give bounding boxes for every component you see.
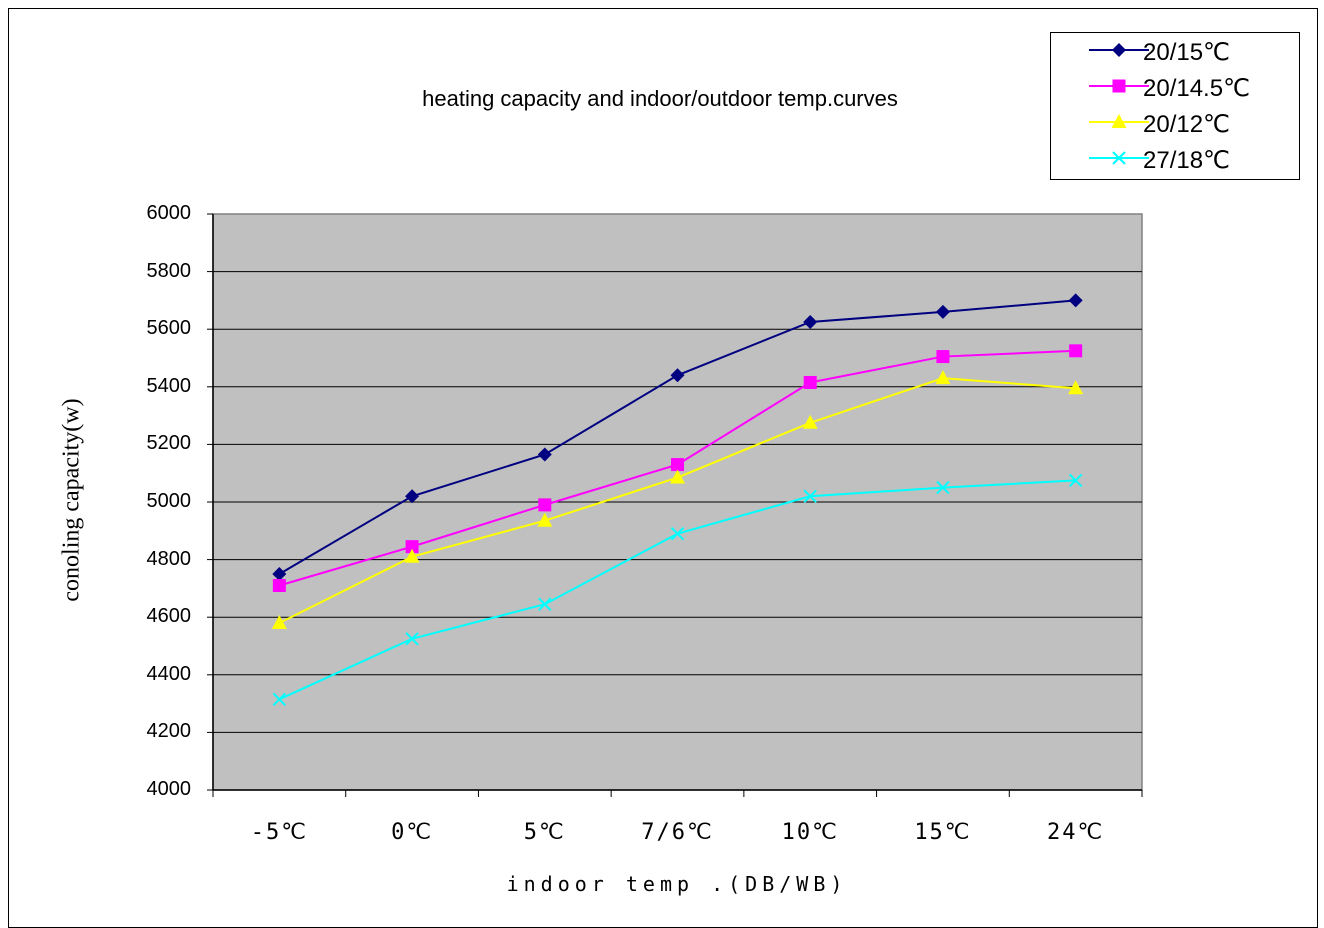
y-tick-label: 5800 xyxy=(146,259,192,282)
legend-item-20-15: 20/15℃ xyxy=(1051,35,1299,66)
x-marker-stroke xyxy=(1068,473,1083,488)
data-point xyxy=(803,315,818,329)
y-tick-label: 5000 xyxy=(146,490,192,512)
x-marker-stroke xyxy=(538,597,552,611)
data-point xyxy=(538,498,552,512)
data-point xyxy=(670,469,685,484)
x-tick-label: 10℃ xyxy=(781,820,839,845)
data-point xyxy=(935,304,950,319)
data-point xyxy=(404,548,420,563)
x-marker-stroke xyxy=(272,692,287,706)
legend: 20/15℃ 20/14.5℃ 20/12℃ 27/18℃ xyxy=(1050,32,1300,180)
y-tick-label: 5200 xyxy=(146,432,192,455)
y-tick-label: 4800 xyxy=(146,547,192,570)
data-point xyxy=(272,567,287,581)
x-tick-label: -5℃ xyxy=(250,820,308,845)
x-marker-stroke xyxy=(936,480,950,495)
data-point xyxy=(671,458,684,472)
legend-marker-triangle xyxy=(1089,114,1149,128)
legend-marker xyxy=(1112,43,1126,57)
legend-label: 20/12℃ xyxy=(1143,111,1231,138)
x-marker-stroke xyxy=(405,632,419,646)
data-point xyxy=(1068,380,1084,395)
data-point xyxy=(1068,473,1083,488)
legend-marker xyxy=(1112,79,1126,93)
data-point xyxy=(936,350,950,364)
legend-marker-diamond xyxy=(1089,43,1149,57)
data-point xyxy=(405,489,420,504)
y-tick-label: 4400 xyxy=(146,662,192,685)
legend-item-20-12: 20/12℃ xyxy=(1051,107,1299,138)
x-marker-stroke xyxy=(1112,151,1126,165)
data-point xyxy=(272,692,287,706)
y-tick-label: 4600 xyxy=(146,605,192,628)
x-tick-label: 0℃ xyxy=(391,820,434,845)
legend-marker xyxy=(1112,151,1126,165)
data-point xyxy=(936,480,950,495)
legend-item-20-14-5: 20/14.5℃ xyxy=(1051,71,1299,102)
data-point xyxy=(670,526,685,541)
legend-marker xyxy=(1111,114,1127,128)
data-point xyxy=(537,447,552,462)
legend-marker-square xyxy=(1089,79,1149,93)
chart-title: heating capacity and indoor/outdoor temp… xyxy=(422,86,898,111)
legend-marker-x xyxy=(1089,151,1149,165)
y-tick-label: 5400 xyxy=(146,374,192,397)
y-tick-label: 4000 xyxy=(146,778,192,800)
x-marker-stroke xyxy=(670,526,685,541)
x-axis-label: indoor temp .(DB/WB) xyxy=(506,872,848,896)
data-point xyxy=(405,632,419,646)
y-tick-label: 6000 xyxy=(146,202,192,224)
data-point xyxy=(670,368,685,383)
legend-label: 20/15℃ xyxy=(1143,39,1231,66)
x-tick-label: 5℃ xyxy=(523,820,566,845)
legend-item-27-18: 27/18℃ xyxy=(1051,143,1299,174)
x-tick-label: 7/6℃ xyxy=(641,820,714,845)
data-point xyxy=(405,540,419,554)
x-marker-stroke xyxy=(803,489,817,503)
y-axis-label: conoling capacity(w) xyxy=(58,398,85,602)
data-point xyxy=(272,579,286,593)
data-point xyxy=(935,370,951,385)
data-point xyxy=(802,414,818,429)
legend-label: 20/14.5℃ xyxy=(1143,75,1251,102)
data-point xyxy=(537,512,553,527)
y-tick-label: 5600 xyxy=(146,317,192,340)
data-point xyxy=(1069,344,1083,358)
data-point xyxy=(538,597,552,611)
x-tick-label: 24℃ xyxy=(1047,820,1105,845)
legend-label: 27/18℃ xyxy=(1143,147,1231,174)
data-point xyxy=(803,375,817,389)
data-point xyxy=(1068,293,1083,308)
x-tick-label: 15℃ xyxy=(914,820,972,845)
data-point xyxy=(271,614,287,629)
y-tick-label: 4200 xyxy=(146,720,192,743)
data-point xyxy=(803,489,817,503)
